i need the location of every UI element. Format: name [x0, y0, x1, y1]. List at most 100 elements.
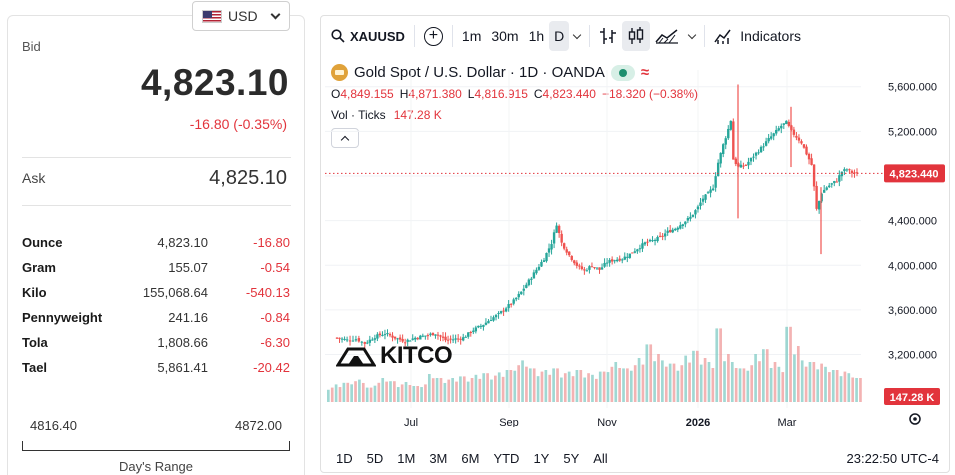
- volume-bar: [424, 384, 427, 402]
- candle-body: [595, 267, 599, 269]
- candle-body: [578, 265, 581, 267]
- volume-bar: [723, 361, 726, 402]
- range-3m[interactable]: 3M: [429, 450, 448, 466]
- range-6m[interactable]: 6M: [461, 450, 480, 466]
- range-all[interactable]: All: [593, 450, 608, 466]
- candle-body: [663, 233, 667, 237]
- currency-selector[interactable]: USD: [192, 1, 290, 31]
- candle-body: [459, 338, 462, 340]
- kitco-wordmark: KITCO: [380, 342, 453, 369]
- collapse-legend-button[interactable]: [331, 128, 359, 148]
- price-chart[interactable]: 5,600.0005,200.0004,800.0004,400.0004,00…: [321, 55, 949, 427]
- candle-body: [368, 339, 372, 343]
- volume-bar: [754, 354, 757, 402]
- candle-body: [701, 198, 705, 202]
- candle-body: [719, 152, 722, 164]
- candle-body: [638, 248, 642, 250]
- candle-body: [681, 224, 685, 227]
- bid-price: 4,823.10: [140, 62, 289, 103]
- candle-body: [499, 311, 503, 314]
- candle-body: [449, 338, 452, 340]
- unit-row-gram: Gram 155.07 -0.54: [22, 255, 290, 280]
- volume-bar: [734, 368, 738, 402]
- interval-1m[interactable]: 1m: [461, 28, 482, 44]
- legend-title: Gold Spot / U.S. Dollar · 1D · OANDA: [354, 64, 605, 81]
- volume-label: Vol · Ticks: [331, 108, 386, 122]
- indicators-button[interactable]: Indicators: [709, 21, 806, 51]
- compare-symbol-button[interactable]: +: [419, 21, 448, 51]
- candle-body: [535, 269, 538, 274]
- candle-body: [515, 297, 518, 300]
- range-5d[interactable]: 5D: [366, 450, 384, 466]
- candle-body: [843, 169, 846, 172]
- volume-bar: [777, 366, 781, 402]
- area-chart-type-button[interactable]: [650, 21, 684, 51]
- y-tick-label: 4,000.000: [888, 260, 937, 272]
- candle-body: [699, 202, 702, 206]
- range-1m[interactable]: 1M: [397, 450, 416, 466]
- candle-body: [467, 332, 470, 337]
- interval-30m[interactable]: 30m: [491, 28, 519, 44]
- candle-body: [815, 185, 818, 209]
- unit-name: Tael: [22, 360, 48, 375]
- range-ytd[interactable]: YTD: [493, 450, 520, 466]
- candle-body: [787, 121, 791, 126]
- candle-body: [716, 162, 720, 177]
- volume-bar: [730, 362, 734, 402]
- chart-clock[interactable]: 23:22:50 UTC-4: [846, 450, 940, 466]
- bar-chart-type-button[interactable]: [594, 21, 622, 51]
- range-1y[interactable]: 1Y: [533, 450, 550, 466]
- symbol-label: XAUUSD: [350, 28, 405, 44]
- range-1d[interactable]: 1D: [336, 450, 353, 466]
- candle-body: [820, 193, 823, 202]
- gear-ring: [909, 413, 921, 425]
- candle-body: [646, 241, 649, 243]
- volume-bar: [820, 363, 823, 402]
- volume-bar: [614, 362, 618, 402]
- candle-body: [633, 251, 637, 253]
- candle-body: [739, 164, 743, 168]
- chart-legend: Gold Spot / U.S. Dollar · 1D · OANDA ≈: [331, 64, 649, 81]
- chart-type-dropdown[interactable]: [684, 21, 700, 51]
- symbol-search[interactable]: XAUUSD: [321, 21, 410, 51]
- candle-body: [764, 141, 768, 146]
- candle-body: [810, 158, 813, 165]
- volume-bar: [517, 365, 521, 402]
- settings-gear-icon[interactable]: [909, 413, 921, 425]
- delayed-data-icon: ≈: [640, 64, 650, 81]
- volume-bar: [416, 386, 420, 402]
- volume-bar: [556, 368, 559, 402]
- unit-change: -540.13: [245, 285, 290, 300]
- unit-price-table: Ounce 4,823.10 -16.80 Gram 155.07 -0.54 …: [22, 230, 290, 380]
- candle-body: [419, 335, 422, 340]
- volume-bar: [509, 370, 513, 402]
- candle-body: [588, 266, 591, 270]
- candle-body: [744, 164, 748, 166]
- candles-chart-type-button[interactable]: [622, 21, 651, 51]
- candle-body: [795, 135, 798, 138]
- volume-bar: [451, 378, 454, 402]
- interval-1h[interactable]: 1h: [528, 28, 545, 44]
- toolbar-separator: [413, 25, 415, 47]
- candle-body: [621, 259, 624, 261]
- candle-body: [817, 201, 821, 210]
- candle-body: [525, 284, 528, 288]
- range-5y[interactable]: 5Y: [563, 450, 580, 466]
- interval-d[interactable]: D: [549, 21, 570, 51]
- candle-body: [643, 242, 647, 245]
- candle-body: [396, 338, 399, 340]
- candle-body: [403, 342, 407, 344]
- x-tick-label: Nov: [597, 417, 617, 427]
- candle-body: [631, 252, 634, 254]
- chevron-down-icon: [270, 9, 281, 19]
- volume-bar: [762, 349, 765, 402]
- candle-body: [340, 338, 344, 340]
- volume-bar: [420, 387, 423, 402]
- candle-body: [373, 338, 377, 340]
- volume-bar: [443, 382, 447, 402]
- ohlc-close-value: 4,823.440: [542, 87, 596, 101]
- volume-bar: [769, 368, 773, 402]
- candle-body: [335, 337, 339, 339]
- interval-dropdown[interactable]: [569, 21, 585, 51]
- y-tick-label: 4,400.000: [888, 216, 937, 228]
